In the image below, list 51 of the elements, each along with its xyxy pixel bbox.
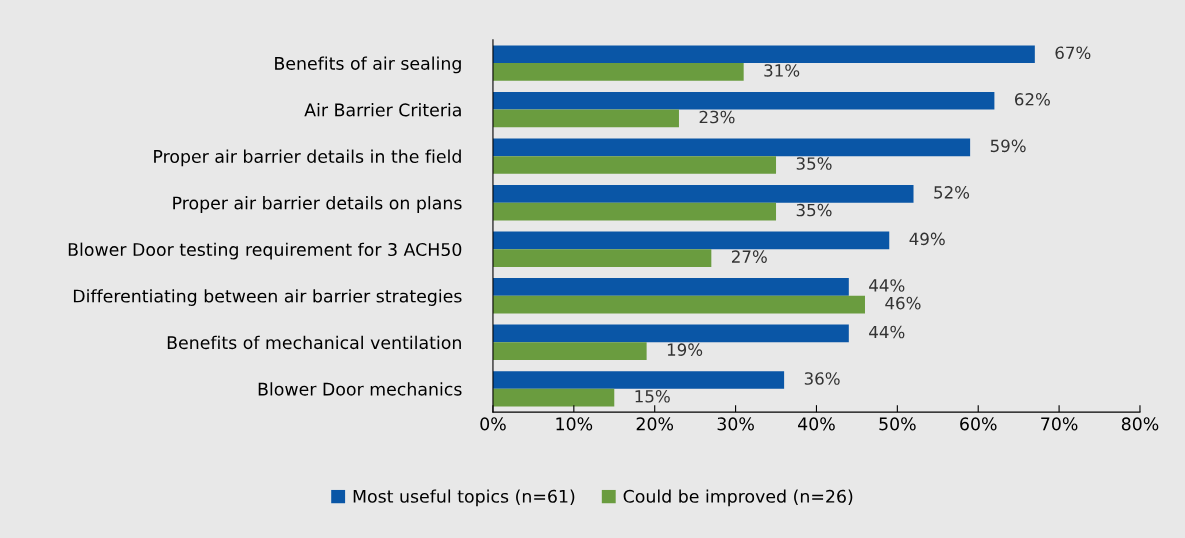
bar [492, 371, 785, 389]
data-label: 44% [869, 279, 905, 292]
bar [492, 156, 777, 174]
data-label: 46% [885, 296, 921, 310]
y-tick-label: Blower Door testing requirement for 3 ACH50 [68, 242, 462, 260]
data-label: 35% [796, 157, 832, 170]
x-tick-label: 70% [1041, 417, 1078, 431]
data-label: 52% [934, 186, 970, 199]
bar [492, 45, 1035, 64]
data-label: 67% [1055, 46, 1091, 60]
bar [492, 109, 679, 128]
y-tick-label: Proper air barrier details on plans [173, 196, 462, 213]
data-label: 62% [1015, 93, 1050, 106]
data-label: 15% [635, 389, 670, 403]
data-label: 44% [869, 325, 905, 339]
y-tick-label: Differentiating between air barrier strategies [73, 289, 462, 306]
legend-label: Could be improved (n=26) [623, 489, 853, 507]
y-tick-label: Proper air barrier details in the field [154, 149, 461, 167]
x-tick-label: 0% [480, 417, 506, 431]
y-tick-label: Blower Door mechanics [258, 382, 462, 396]
bar [492, 231, 890, 250]
bar [492, 249, 712, 267]
bar [492, 138, 971, 157]
y-tick-label: Benefits of mechanical ventilation [167, 335, 461, 350]
x-tick-label: 10% [556, 417, 593, 431]
data-label: 49% [909, 232, 945, 246]
bar [492, 91, 995, 110]
bar [492, 324, 849, 343]
y-tick-label: Benefits of air sealing [275, 56, 461, 74]
bar [492, 295, 865, 314]
data-label: 27% [731, 250, 767, 263]
bar [492, 63, 744, 81]
x-tick-label: 80% [1121, 417, 1159, 431]
data-label: 31% [764, 64, 800, 77]
x-tick-label: 30% [717, 417, 754, 431]
data-label: 59% [990, 139, 1026, 153]
x-tick-label: 60% [960, 417, 997, 431]
legend-label: Most useful topics (n=61) [353, 489, 575, 507]
data-label: 36% [804, 372, 840, 385]
bar [492, 278, 849, 296]
x-tick-label: 50% [879, 417, 916, 431]
x-tick-label: 40% [798, 417, 835, 431]
y-tick-label: Air Barrier Criteria [304, 103, 461, 117]
bar [492, 202, 777, 221]
data-label: 23% [699, 110, 735, 124]
bar [492, 342, 647, 360]
data-label: 19% [667, 343, 703, 356]
x-tick-label: 20% [636, 417, 674, 431]
bar [492, 185, 914, 203]
data-label: 35% [796, 203, 832, 217]
bar [492, 388, 615, 407]
